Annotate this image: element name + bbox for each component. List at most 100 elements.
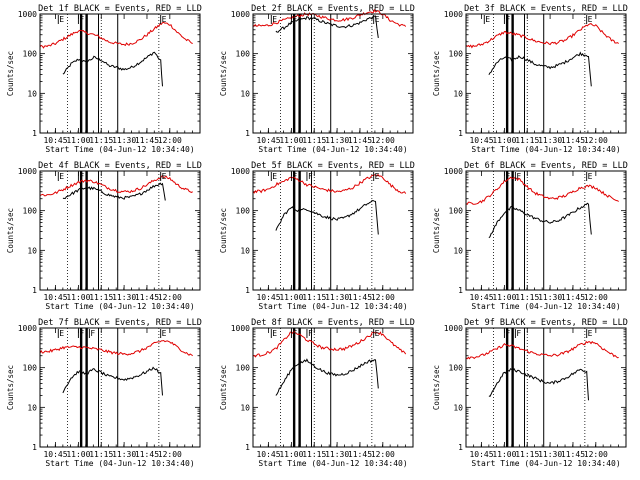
y-tick-label: 1 (458, 443, 463, 452)
plot-frame (465, 170, 627, 291)
x-tick-label: 10:45 (469, 293, 493, 302)
x-tick-label: 11:30 (112, 450, 136, 459)
flag-label: F (292, 172, 297, 181)
x-tick-label: 11:30 (112, 293, 136, 302)
lld-series-line (465, 23, 619, 49)
y-tick-label: 100 (23, 207, 38, 216)
x-tick-label: 11:30 (325, 450, 349, 459)
y-tick-label: 1 (32, 443, 37, 452)
panel-title: Det 6f BLACK = Events, RED = LLD (464, 161, 628, 171)
x-tick-label: 10:45 (43, 136, 67, 145)
x-tick-label: 11:45 (348, 293, 372, 302)
panel-det-2: Det 2f BLACK = Events, RED = LLD 1 10 100 10… (219, 4, 415, 154)
y-tick-label: 10 (453, 89, 463, 98)
y-tick-label: 1000 (18, 10, 37, 19)
y-tick-label: 1 (458, 129, 463, 138)
x-tick-label: 12:00 (158, 136, 182, 145)
panel-det-4: Det 4f BLACK = Events, RED = LLD 1 10 100 10… (6, 161, 202, 311)
y-tick-label: 1000 (444, 324, 463, 333)
y-tick-label: 100 (236, 364, 251, 373)
x-tick-label: 11:15 (515, 136, 539, 145)
lld-series-line (252, 173, 407, 194)
x-tick-label: 11:00 (66, 136, 90, 145)
lld-series-line (39, 21, 193, 49)
lld-series-line (252, 330, 407, 358)
panel-title: Det 7f BLACK = Events, RED = LLD (38, 318, 202, 328)
y-tick-label: 100 (23, 50, 38, 59)
x-tick-label: 11:30 (538, 293, 562, 302)
y-axis-label: Counts/sec (6, 51, 15, 96)
flag-label: F (505, 15, 510, 24)
flag-label: F (292, 15, 297, 24)
x-tick-label: 11:30 (538, 450, 562, 459)
x-tick-label: 11:30 (325, 293, 349, 302)
y-axis-label: Counts/sec (6, 365, 15, 410)
events-series-line (275, 358, 379, 396)
y-axis-label: Counts/sec (432, 365, 441, 410)
flag-label: E (588, 172, 593, 181)
x-tick-label: 11:15 (515, 293, 539, 302)
panel-det-1: Det 1f BLACK = Events, RED = LLD 1 10 100 10… (6, 4, 202, 154)
flag-label: E (272, 172, 277, 181)
x-tick-label: 10:45 (469, 136, 493, 145)
x-tick-label: 11:00 (66, 293, 90, 302)
events-series-line (488, 367, 589, 401)
x-tick-label: 11:30 (112, 136, 136, 145)
x-tick-label: 11:15 (302, 293, 326, 302)
x-tick-label: 12:00 (584, 293, 608, 302)
lld-series-line (465, 340, 619, 360)
y-tick-label: 1000 (231, 10, 250, 19)
x-tick-label: 11:00 (492, 293, 516, 302)
events-series-line (488, 202, 592, 239)
x-axis-label: Start Time (04-Jun-12 10:34:40) (45, 145, 194, 154)
x-tick-label: 11:15 (89, 136, 113, 145)
flag-label: E (272, 329, 277, 338)
y-tick-label: 10 (240, 403, 250, 412)
y-tick-label: 100 (236, 50, 251, 59)
y-tick-label: 1000 (18, 167, 37, 176)
y-tick-label: 1 (245, 129, 250, 138)
flag-label: F (79, 15, 84, 24)
x-tick-label: 11:00 (279, 136, 303, 145)
flag-label: F (90, 329, 95, 338)
y-tick-label: 10 (27, 89, 37, 98)
flag-label: E (588, 15, 593, 24)
x-tick-label: 12:00 (584, 136, 608, 145)
x-tick-label: 10:45 (256, 136, 280, 145)
events-series-line (62, 51, 163, 87)
plot-frame (465, 13, 627, 134)
flag-label: E (272, 15, 277, 24)
x-tick-label: 10:45 (43, 293, 67, 302)
plot-frame (39, 170, 201, 291)
flag-label: F (308, 172, 313, 181)
flag-label: F (292, 329, 297, 338)
flag-label: E (162, 172, 167, 181)
plot-frame (39, 327, 201, 448)
y-tick-label: 10 (240, 246, 250, 255)
panel-title: Det 3f BLACK = Events, RED = LLD (464, 4, 628, 14)
panel-title: Det 5f BLACK = Events, RED = LLD (251, 161, 415, 171)
x-tick-label: 11:00 (279, 450, 303, 459)
y-axis-label: Counts/sec (6, 208, 15, 253)
panel-title: Det 2f BLACK = Events, RED = LLD (251, 4, 415, 14)
y-tick-label: 1000 (231, 167, 250, 176)
x-tick-label: 11:00 (492, 136, 516, 145)
x-axis-label: Start Time (04-Jun-12 10:34:40) (45, 302, 194, 311)
panel-title: Det 9f BLACK = Events, RED = LLD (464, 318, 628, 328)
y-tick-label: 10 (240, 89, 250, 98)
y-tick-label: 100 (449, 364, 464, 373)
panel-title: Det 8f BLACK = Events, RED = LLD (251, 318, 415, 328)
y-tick-label: 100 (236, 207, 251, 216)
flag-label: F (308, 329, 313, 338)
y-tick-label: 10 (453, 246, 463, 255)
y-tick-label: 1 (245, 443, 250, 452)
x-tick-label: 10:45 (43, 450, 67, 459)
flag-label: E (162, 329, 167, 338)
y-tick-label: 1 (32, 286, 37, 295)
x-tick-label: 11:00 (66, 450, 90, 459)
panel-det-9: Det 9f BLACK = Events, RED = LLD 1 10 100 10… (432, 318, 628, 468)
x-tick-label: 10:45 (469, 450, 493, 459)
x-axis-label: Start Time (04-Jun-12 10:34:40) (258, 459, 407, 468)
x-tick-label: 12:00 (158, 293, 182, 302)
